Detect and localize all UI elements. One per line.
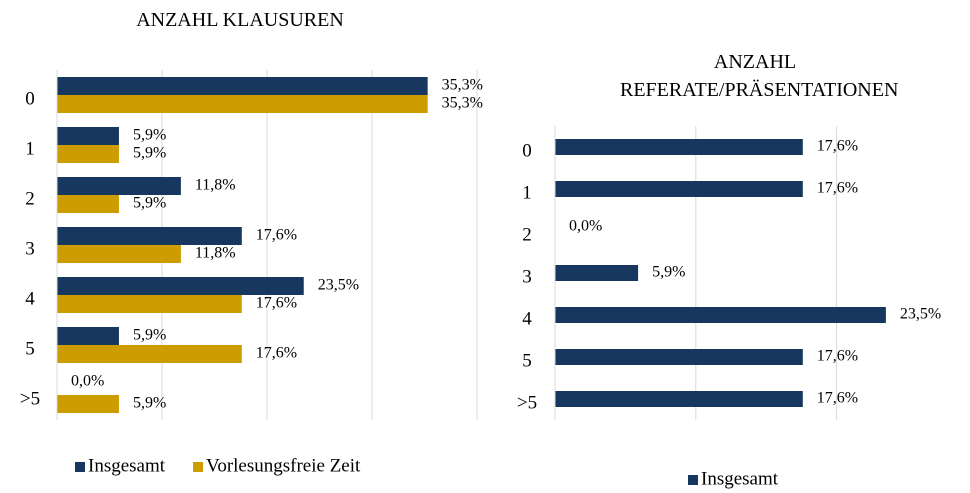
y-tick-label: 4 [25, 288, 35, 309]
bar [57, 195, 119, 213]
y-tick-label: 5 [25, 338, 35, 359]
data-label: 17,6% [256, 295, 297, 312]
bar [57, 277, 304, 295]
data-label: 35,3% [442, 77, 483, 94]
data-label: 11,8% [195, 245, 236, 262]
data-label: 17,6% [256, 227, 297, 244]
data-label: 17,6% [256, 345, 297, 362]
data-label: 5,9% [133, 145, 166, 162]
bar [57, 95, 428, 113]
y-tick-label: 1 [522, 182, 532, 203]
y-tick-label: 0 [522, 140, 532, 161]
bar [555, 307, 886, 323]
data-label: 5,9% [652, 264, 685, 281]
chart-title: ANZAHL KLAUSUREN [136, 9, 344, 31]
bar [555, 181, 803, 197]
bar [57, 145, 119, 163]
legend-label: Insgesamt [701, 468, 779, 489]
data-label: 5,9% [133, 395, 166, 412]
chart-title: ANZAHL REFERATE/PRÄSENTATIONEN [620, 51, 899, 101]
data-label: 23,5% [318, 277, 359, 294]
data-label: 5,9% [133, 127, 166, 144]
y-tick-label: >5 [517, 392, 537, 413]
bar [57, 395, 119, 413]
bar [57, 245, 181, 263]
bar [57, 77, 428, 95]
bar [555, 391, 803, 407]
bar [57, 345, 242, 363]
bar [555, 349, 803, 365]
bar [57, 295, 242, 313]
bar [57, 227, 242, 245]
data-label: 17,6% [817, 180, 858, 197]
data-label: 5,9% [133, 327, 166, 344]
data-label: 0,0% [569, 218, 602, 235]
data-label: 5,9% [133, 195, 166, 212]
y-tick-label: 5 [522, 350, 532, 371]
legend-swatch [75, 462, 85, 472]
y-tick-label: 3 [25, 238, 35, 259]
data-label: 11,8% [195, 177, 236, 194]
data-label: 17,6% [817, 138, 858, 155]
legend-swatch [688, 475, 698, 485]
bar [555, 265, 639, 281]
legend-label: Insgesamt [88, 455, 166, 476]
bar [555, 139, 803, 155]
bar [57, 177, 181, 195]
data-label: 0,0% [71, 373, 104, 390]
bar [57, 127, 119, 145]
y-tick-label: >5 [20, 388, 40, 409]
y-tick-label: 2 [522, 224, 532, 245]
y-tick-label: 4 [522, 308, 532, 329]
y-tick-label: 2 [25, 188, 35, 209]
data-label: 17,6% [817, 390, 858, 407]
data-label: 17,6% [817, 348, 858, 365]
bar [57, 327, 119, 345]
y-tick-label: 1 [25, 138, 35, 159]
data-label: 35,3% [442, 95, 483, 112]
y-tick-label: 0 [25, 88, 35, 109]
data-label: 23,5% [900, 306, 941, 323]
legend-label: Vorlesungsfreie Zeit [206, 455, 361, 476]
legend-swatch [193, 462, 204, 472]
y-tick-label: 3 [522, 266, 532, 287]
